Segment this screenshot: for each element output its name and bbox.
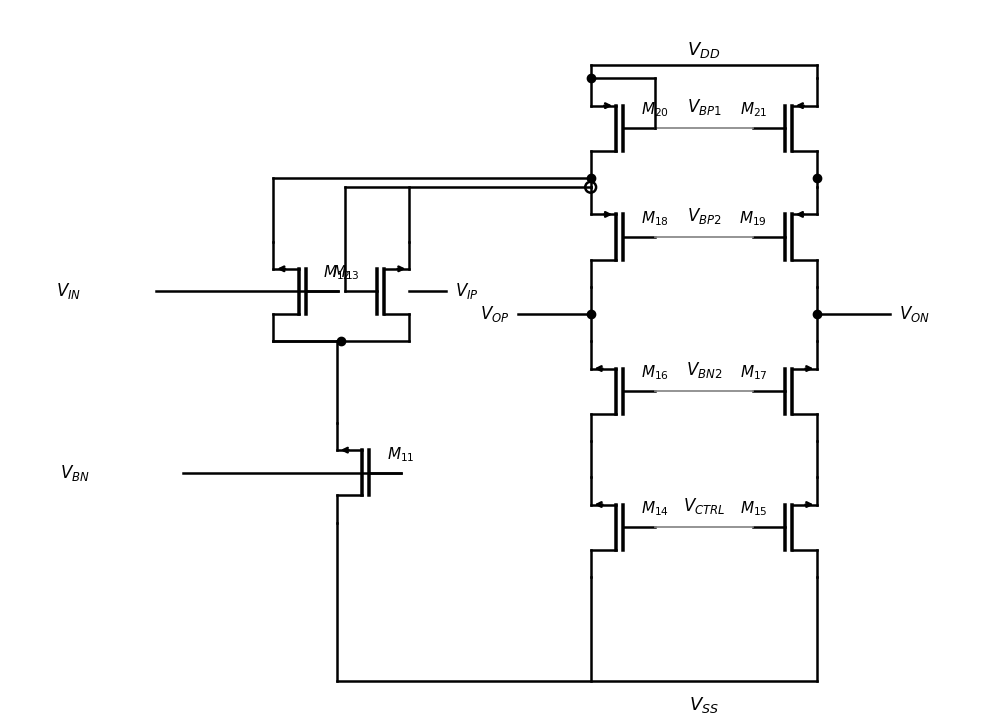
Text: $V_{IN}$: $V_{IN}$ bbox=[56, 282, 81, 301]
Text: $M_{20}$: $M_{20}$ bbox=[641, 100, 669, 119]
Text: $M_{11}$: $M_{11}$ bbox=[387, 445, 414, 464]
Text: $M_{19}$: $M_{19}$ bbox=[739, 210, 767, 228]
Text: $M_{15}$: $M_{15}$ bbox=[740, 499, 767, 518]
Text: $V_{ON}$: $V_{ON}$ bbox=[899, 304, 930, 324]
Text: $M_{18}$: $M_{18}$ bbox=[641, 210, 668, 228]
Text: $M_{14}$: $M_{14}$ bbox=[641, 499, 669, 518]
Text: $V_{IP}$: $V_{IP}$ bbox=[455, 282, 478, 301]
Text: $V_{BN}$: $V_{BN}$ bbox=[60, 463, 90, 483]
Text: $M_{17}$: $M_{17}$ bbox=[740, 363, 767, 382]
Text: $V_{DD}$: $V_{DD}$ bbox=[687, 40, 721, 60]
Text: $M_{21}$: $M_{21}$ bbox=[740, 100, 767, 119]
Text: $V_{BP1}$: $V_{BP1}$ bbox=[687, 98, 721, 117]
Text: $V_{BP2}$: $V_{BP2}$ bbox=[687, 206, 721, 226]
Text: $V_{SS}$: $V_{SS}$ bbox=[689, 695, 719, 715]
Text: $M_{12}$: $M_{12}$ bbox=[323, 264, 351, 282]
Text: $V_{CTRL}$: $V_{CTRL}$ bbox=[683, 496, 725, 516]
Text: $M_{13}$: $M_{13}$ bbox=[332, 264, 359, 282]
Text: $V_{BN2}$: $V_{BN2}$ bbox=[686, 360, 722, 380]
Text: $M_{16}$: $M_{16}$ bbox=[641, 363, 669, 382]
Text: $V_{OP}$: $V_{OP}$ bbox=[480, 304, 509, 324]
